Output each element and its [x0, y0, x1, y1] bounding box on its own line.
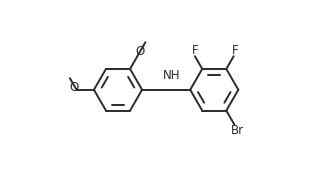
Text: F: F [192, 44, 198, 57]
Text: NH: NH [163, 69, 181, 82]
Text: O: O [135, 45, 145, 58]
Text: O: O [69, 81, 78, 94]
Text: Br: Br [230, 124, 244, 137]
Text: F: F [232, 44, 238, 57]
